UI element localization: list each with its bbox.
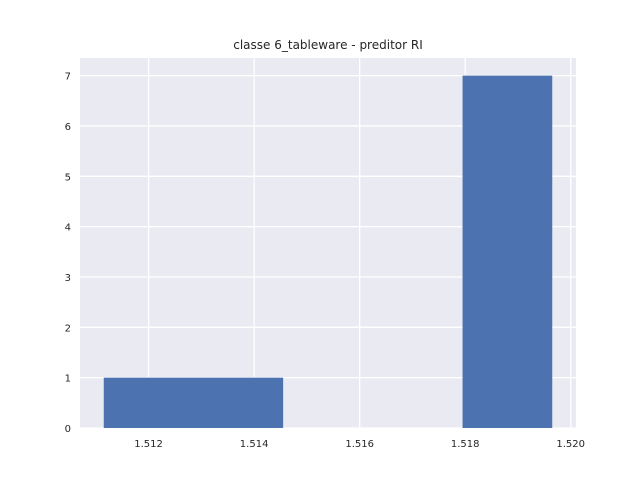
- x-tick-label: 1.512: [134, 439, 163, 450]
- histogram-bar: [462, 75, 553, 428]
- chart-title: classe 6_tableware - preditor RI: [233, 38, 423, 52]
- y-tick-label: 1: [65, 374, 71, 385]
- y-tick-label: 3: [65, 273, 71, 284]
- y-axis-ticks: 0 1 2 3 4 5 6 7: [65, 72, 71, 435]
- histogram-bar: [103, 377, 284, 428]
- y-tick-label: 5: [65, 172, 71, 183]
- y-tick-label: 2: [65, 323, 71, 334]
- x-tick-label: 1.516: [345, 439, 374, 450]
- bars: [103, 75, 553, 428]
- y-tick-label: 7: [65, 72, 71, 83]
- x-tick-label: 1.518: [451, 439, 480, 450]
- x-tick-label: 1.514: [240, 439, 269, 450]
- x-axis-ticks: 1.512 1.514 1.516 1.518 1.520: [134, 439, 585, 450]
- y-tick-label: 0: [65, 424, 71, 435]
- y-tick-label: 4: [65, 223, 71, 234]
- x-tick-label: 1.520: [556, 439, 585, 450]
- y-tick-label: 6: [65, 122, 71, 133]
